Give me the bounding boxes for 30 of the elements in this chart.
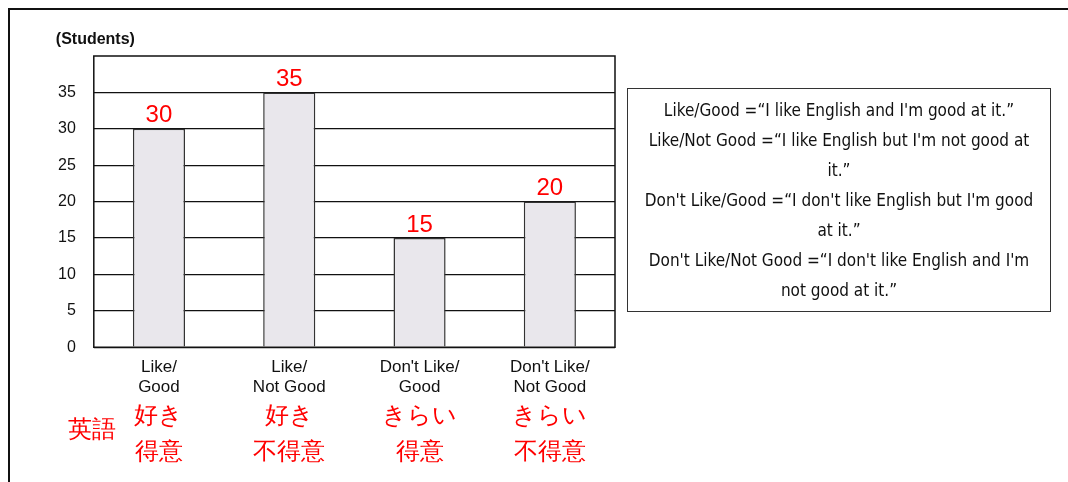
y-tick-label: 15	[58, 228, 76, 246]
y-tick-label: 5	[66, 301, 76, 319]
y-tick-label: 35	[58, 82, 76, 100]
x-tick-label: Like/ Not Good	[252, 357, 326, 397]
text: 得意	[134, 437, 183, 466]
text: Like/Good =“I like English and I'm good at it.”	[662, 99, 1016, 122]
text: 好き	[134, 401, 184, 430]
text: 得意	[395, 437, 444, 466]
text: きらい	[512, 401, 588, 430]
y-axis-title: (Students)	[55, 30, 135, 48]
data-label: 30	[145, 100, 173, 128]
y-tick-label: 20	[58, 192, 76, 210]
text: 英語	[68, 415, 116, 444]
x-tick-label: Like/ Good	[138, 357, 180, 397]
text: 不得意	[253, 437, 326, 466]
x-tick-label: Don't Like/ Not Good	[509, 357, 591, 397]
y-tick-label: 25	[58, 155, 76, 173]
data-label: 15	[406, 209, 433, 237]
y-tick-label: 10	[58, 264, 76, 282]
text: Don't Like/Good =“I don't like English but I'm good at it.”	[643, 189, 1035, 242]
x-tick-label: Don't Like/ Good	[379, 357, 460, 397]
text: 好き	[264, 401, 314, 430]
data-label: 20	[536, 173, 564, 201]
text: Don't Like/Not Good =“I don't like English and I'm not good at it.”	[647, 249, 1031, 302]
y-tick-label: 0	[66, 337, 76, 355]
data-label: 35	[275, 64, 303, 92]
text: 不得意	[513, 437, 586, 466]
text: きらい	[382, 401, 458, 430]
y-tick-label: 30	[58, 119, 76, 137]
text: Like/Not Good =“I like English but I'm not good at it.”	[647, 129, 1031, 182]
